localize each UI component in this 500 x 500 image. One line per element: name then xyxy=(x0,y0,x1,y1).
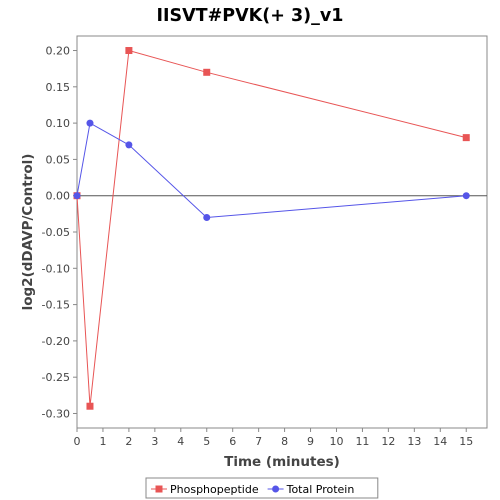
y-tick-label: 0.20 xyxy=(46,45,71,58)
x-axis: 0 1 2 3 4 5 6 7 8 9 10 11 12 13 14 15 xyxy=(74,428,473,448)
plot-area xyxy=(76,35,488,429)
y-tick-label: -0.25 xyxy=(42,371,70,384)
chart-title: IISVT#PVK(+ 3)_v1 xyxy=(157,6,344,26)
legend-marker-square xyxy=(155,485,163,493)
x-tick-label: 3 xyxy=(151,435,158,448)
y-tick-label: -0.30 xyxy=(42,407,70,420)
legend-item: Total Protein xyxy=(267,483,355,496)
data-point-square xyxy=(203,68,211,76)
x-tick-label: 8 xyxy=(281,435,288,448)
data-point-circle xyxy=(462,192,470,200)
legend-items: Phosphopeptide Total Protein xyxy=(151,483,354,496)
x-tick-label: 14 xyxy=(433,435,447,448)
y-axis: 0.20 0.15 0.10 0.05 0.00 -0.05 -0.10 -0.15 -0.20… xyxy=(42,45,77,420)
y-tick-label: -0.05 xyxy=(42,226,70,239)
y-tick-label: 0.15 xyxy=(46,81,71,94)
x-axis-label: Time (minutes) xyxy=(224,454,340,470)
x-tick-label: 10 xyxy=(329,435,343,448)
data-point-circle xyxy=(73,192,81,200)
x-tick-label: 11 xyxy=(355,435,369,448)
series-layer xyxy=(73,47,470,410)
y-tick-label: -0.15 xyxy=(42,299,70,312)
legend-box xyxy=(145,477,379,499)
x-tick-label: 15 xyxy=(459,435,473,448)
legend-label: Phosphopeptide xyxy=(170,483,259,496)
y-tick-label: 0.00 xyxy=(46,190,71,203)
x-tick-label: 2 xyxy=(125,435,132,448)
x-tick-label: 4 xyxy=(177,435,184,448)
y-tick-label: -0.10 xyxy=(42,262,70,275)
x-tick-label: 13 xyxy=(407,435,421,448)
legend-item: Phosphopeptide xyxy=(151,483,259,496)
data-point-circle xyxy=(125,141,133,149)
data-point-circle xyxy=(203,213,211,221)
x-tick-label: 5 xyxy=(203,435,210,448)
data-point-square xyxy=(125,47,133,55)
x-tick-label: 7 xyxy=(255,435,262,448)
y-tick-label: 0.10 xyxy=(46,117,71,130)
x-tick-label: 9 xyxy=(307,435,314,448)
data-point-circle xyxy=(86,119,94,127)
x-tick-label: 0 xyxy=(74,435,81,448)
legend: Phosphopeptide Total Protein xyxy=(145,477,379,499)
x-tick-label: 12 xyxy=(381,435,395,448)
legend-marker-circle xyxy=(272,485,280,493)
legend-label: Total Protein xyxy=(286,483,355,496)
data-point-square xyxy=(86,402,94,410)
y-tick-label: 0.05 xyxy=(46,153,71,166)
data-point-square xyxy=(462,134,470,142)
y-tick-label: -0.20 xyxy=(42,335,70,348)
x-tick-label: 1 xyxy=(99,435,106,448)
x-tick-label: 6 xyxy=(229,435,236,448)
series-total-protein xyxy=(73,119,470,221)
y-axis-label: log2(dDAVP/Control) xyxy=(20,154,36,311)
